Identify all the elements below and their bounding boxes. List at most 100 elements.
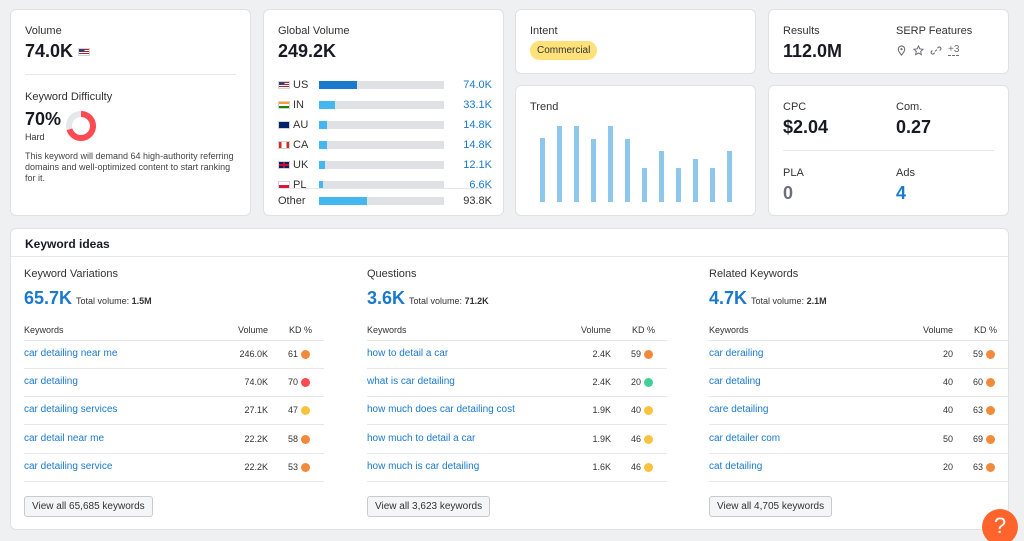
in-flag-icon xyxy=(278,101,290,109)
global-volume-label: Global Volume xyxy=(278,25,350,37)
country-row-in: IN 33.1K xyxy=(278,98,492,112)
keyword-kd: 60 xyxy=(972,377,983,388)
keyword-volume: 20 xyxy=(942,349,953,359)
view-all-button[interactable]: View all 4,705 keywords xyxy=(709,496,833,517)
keyword-link[interactable]: car detailing xyxy=(24,376,78,388)
country-row-other: Other 93.8K xyxy=(278,194,492,208)
keyword-kd: 40 xyxy=(630,405,641,416)
total-volume: Total volume: 2.1M xyxy=(751,296,827,306)
keyword-link[interactable]: what is car detailing xyxy=(367,376,455,388)
total-volume: Total volume: 71.2K xyxy=(409,296,489,306)
column-count[interactable]: 3.6K xyxy=(367,288,406,308)
kd-dot-icon xyxy=(301,350,310,359)
keyword-volume: 22.2K xyxy=(244,461,268,472)
keyword-link[interactable]: how much to detail a car xyxy=(367,432,476,444)
keyword-volume: 50 xyxy=(942,433,953,444)
serp-features-label: SERP Features xyxy=(896,25,973,37)
location-pin-icon[interactable] xyxy=(896,44,907,56)
keyword-link[interactable]: how much does car detailing cost xyxy=(367,404,515,416)
link-icon[interactable] xyxy=(930,45,942,56)
kd-dot-icon xyxy=(301,462,310,472)
ads-value[interactable]: 4 xyxy=(896,183,907,203)
keyword-volume: 40 xyxy=(942,405,953,416)
view-all-button[interactable]: View all 65,685 keywords xyxy=(24,496,153,517)
country-value[interactable]: 33.1K xyxy=(463,99,492,111)
country-value[interactable]: 12.1K xyxy=(463,159,492,171)
kd-dot-icon xyxy=(301,434,310,444)
kd-percent: 70% xyxy=(25,109,62,129)
keyword-link[interactable]: car detaling xyxy=(709,376,761,388)
table-row: car detailing near me 246.0K 61 xyxy=(24,348,324,362)
table-row: car detaling 40 60 xyxy=(709,376,1009,390)
keyword-volume: 22.2K xyxy=(244,433,268,444)
pla-label: PLA xyxy=(783,167,804,179)
intent-label: Intent xyxy=(530,25,558,37)
keyword-link[interactable]: car detailing service xyxy=(24,460,113,472)
intent-card: Intent Commercial xyxy=(515,9,756,74)
table-row: car detailing service 22.2K 53 xyxy=(24,461,324,475)
pla-value: 0 xyxy=(783,183,794,203)
keyword-column-questions: Questions 3.6K Total volume: 71.2K Keywords… xyxy=(367,268,667,517)
trend-bar xyxy=(557,126,562,202)
column-count[interactable]: 65.7K xyxy=(24,288,73,308)
keyword-link[interactable]: care detailing xyxy=(709,404,769,416)
keyword-link[interactable]: how much is car detailing xyxy=(367,460,480,472)
com-label: Com. xyxy=(896,101,923,113)
table-row: cat detailing 20 63 xyxy=(709,461,1009,475)
keyword-link[interactable]: cat detailing xyxy=(709,460,763,472)
keyword-link[interactable]: car detailing services xyxy=(24,404,118,416)
us-flag-icon xyxy=(278,81,290,89)
kd-dot-icon xyxy=(986,350,995,359)
other-label: Other xyxy=(278,195,306,207)
country-value[interactable]: 6.6K xyxy=(469,179,492,191)
results-value: 112.0M xyxy=(783,41,843,61)
keyword-volume: 246.0K xyxy=(239,349,268,359)
trend-label: Trend xyxy=(530,101,559,113)
country-code: PL xyxy=(293,179,307,191)
serp-more-link[interactable]: +3 xyxy=(948,44,960,56)
total-volume: Total volume: 1.5M xyxy=(76,296,152,306)
country-code: AU xyxy=(293,119,309,131)
column-title: Questions xyxy=(367,268,417,280)
global-volume-card: Global Volume 249.2K US 74.0K IN 33.1K AU 14.… xyxy=(263,9,504,216)
trend-bar xyxy=(727,151,732,202)
keyword-link[interactable]: car detail near me xyxy=(24,432,105,444)
country-value[interactable]: 14.8K xyxy=(463,119,492,131)
kd-dot-icon xyxy=(301,378,310,388)
country-row-pl: PL 6.6K xyxy=(278,178,492,192)
keyword-link[interactable]: how to detail a car xyxy=(367,348,449,359)
star-icon[interactable] xyxy=(913,44,924,56)
kd-dot-icon xyxy=(986,406,995,416)
keyword-ideas-card: Keyword ideas xyxy=(10,228,1009,530)
country-row-us: US 74.0K xyxy=(278,78,492,92)
country-row-ca: CA 14.8K xyxy=(278,138,492,152)
trend-bar xyxy=(625,138,630,202)
help-button[interactable]: ? xyxy=(982,509,1018,541)
view-all-button[interactable]: View all 3,623 keywords xyxy=(367,496,491,517)
keyword-link[interactable]: car derailing xyxy=(709,348,764,359)
keyword-link[interactable]: car detailer com xyxy=(709,432,781,444)
trend-bar xyxy=(693,159,698,202)
country-code: US xyxy=(293,79,309,91)
trend-bar xyxy=(608,126,613,202)
trend-bar xyxy=(574,126,579,202)
kd-dot-icon xyxy=(986,434,995,444)
table-header: Keywords Volume KD % xyxy=(367,325,655,335)
column-count[interactable]: 4.7K xyxy=(709,288,748,308)
column-title: Keyword Variations xyxy=(24,268,118,280)
trend-bar xyxy=(710,167,715,202)
cpc-label: CPC xyxy=(783,101,807,113)
country-row-au: AU 14.8K xyxy=(278,118,492,132)
volume-card: Volume 74.0K Keyword Difficulty 70% Hard… xyxy=(10,9,251,216)
trend-bar xyxy=(676,167,681,202)
country-bar xyxy=(319,81,444,89)
table-header: Keywords Volume KD % xyxy=(24,325,312,335)
us-flag-icon xyxy=(78,47,91,56)
metrics-card: CPC $2.04 Com. 0.27 PLA 0 Ads 4 xyxy=(768,85,1009,216)
keyword-volume: 1.9K xyxy=(592,433,611,444)
country-code: IN xyxy=(293,99,304,111)
country-value[interactable]: 74.0K xyxy=(463,79,492,91)
keyword-volume: 20 xyxy=(942,461,953,472)
keyword-link[interactable]: car detailing near me xyxy=(24,348,118,359)
country-value[interactable]: 14.8K xyxy=(463,139,492,151)
